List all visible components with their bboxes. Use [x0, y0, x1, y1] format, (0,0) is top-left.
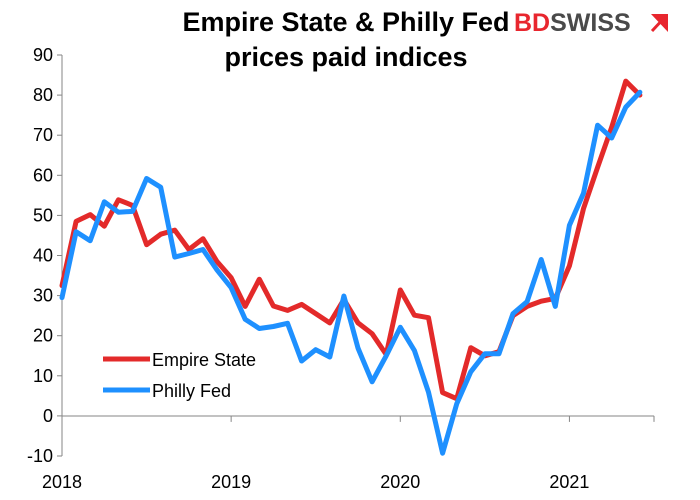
y-tick-label: 70: [33, 125, 53, 145]
y-tick-label: 10: [33, 366, 53, 386]
chart-title-line-2: prices paid indices: [224, 42, 467, 72]
upward-arrow-icon: [650, 14, 668, 33]
y-tick-label: 30: [33, 286, 53, 306]
y-axis-ticks: -10 0 10 20 30 40 50 60 70 80 90: [27, 45, 62, 466]
x-tick-label: 2019: [211, 472, 251, 492]
x-tick-label: 2020: [380, 472, 420, 492]
legend-item-philly-fed: Philly Fed: [103, 381, 231, 401]
x-tick-label: 2021: [549, 472, 589, 492]
brand-text-dark: SWISS: [550, 9, 631, 37]
brand-text-red: BD: [514, 9, 550, 37]
brand-logo: BDSWISS: [514, 9, 668, 37]
y-tick-label: -10: [27, 446, 53, 466]
y-tick-label: 60: [33, 165, 53, 185]
series-layer: [59, 78, 643, 456]
y-tick-label: 40: [33, 246, 53, 266]
legend-label-empire-state: Empire State: [152, 350, 256, 370]
legend-label-philly-fed: Philly Fed: [152, 381, 231, 401]
y-tick-label: 90: [33, 45, 53, 65]
chart-title-line-1: Empire State & Philly Fed: [182, 7, 509, 37]
legend: Empire State Philly Fed: [103, 350, 256, 401]
legend-item-empire-state: Empire State: [103, 350, 256, 370]
y-tick-label: 80: [33, 85, 53, 105]
x-tick-label: 2018: [42, 472, 82, 492]
series-line-philly-fed: [59, 89, 643, 456]
y-tick-label: 50: [33, 205, 53, 225]
brand-text: BDSWISS: [514, 9, 631, 37]
y-tick-label: 0: [43, 406, 53, 426]
x-axis-ticks: 2018 2019 2020 2021: [42, 415, 655, 492]
y-tick-label: 20: [33, 326, 53, 346]
series-line-empire-state: [59, 78, 643, 402]
